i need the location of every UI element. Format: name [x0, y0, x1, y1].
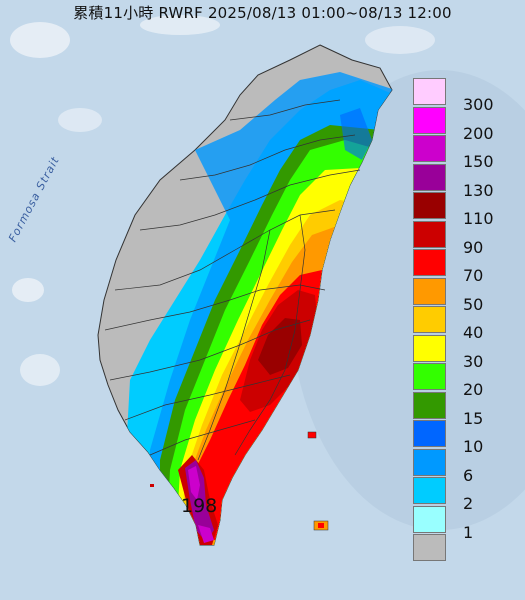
legend-label: 90 [463, 237, 484, 257]
cloud-patch [20, 354, 60, 386]
legend-label: 6 [463, 465, 474, 485]
legend-label: 130 [463, 180, 494, 200]
legend-label: 1 [463, 522, 474, 542]
legend-swatch [413, 78, 446, 105]
legend-swatch [413, 334, 446, 362]
green-island [307, 431, 317, 439]
legend-label: 30 [463, 351, 484, 371]
rain-zone-150 [198, 525, 214, 543]
legend-label: 15 [463, 408, 484, 428]
rain-zone-150 [188, 466, 200, 500]
legend-swatch [413, 135, 446, 162]
legend-label: 40 [463, 323, 484, 342]
legend-swatch [413, 363, 446, 390]
legend-swatch [413, 420, 446, 447]
legend-label: 50 [463, 294, 484, 314]
cloud-patch [140, 15, 220, 35]
cloud-patch [10, 22, 70, 58]
legend-label: 10 [463, 437, 484, 456]
legend-swatch [413, 220, 446, 248]
cloud-patch [12, 278, 44, 302]
legend-label: 200 [463, 123, 494, 143]
legend-swatch [413, 477, 446, 504]
cloud-patch [365, 26, 435, 54]
legend-label: 150 [463, 152, 494, 171]
legend-swatch [413, 106, 446, 134]
legend-swatch [413, 505, 446, 533]
legend-swatch [413, 163, 446, 191]
legend-swatch [413, 448, 446, 476]
map-title: 累積11小時 RWRF 2025/08/13 01:00~08/13 12:00 [73, 4, 452, 22]
legend-swatch [413, 277, 446, 305]
orchid-island-core [318, 523, 324, 528]
legend-swatch [413, 534, 446, 561]
legend-swatch [413, 306, 446, 333]
legend-swatch [413, 391, 446, 419]
legend-label: 70 [463, 266, 484, 285]
legend-swatch [413, 249, 446, 276]
rain-zone-10 [340, 108, 372, 160]
legend-swatch [413, 192, 446, 219]
max-value-label: 198 [181, 495, 218, 517]
county-boundaries [104, 99, 361, 461]
legend-label: 300 [463, 95, 494, 114]
legend-label: 110 [463, 209, 494, 228]
rain-zone-110 [258, 318, 302, 375]
legend-label: 2 [463, 494, 474, 513]
cloud-patch [58, 108, 102, 132]
legend-label: 20 [463, 380, 484, 399]
liuqiu-island [150, 484, 154, 487]
